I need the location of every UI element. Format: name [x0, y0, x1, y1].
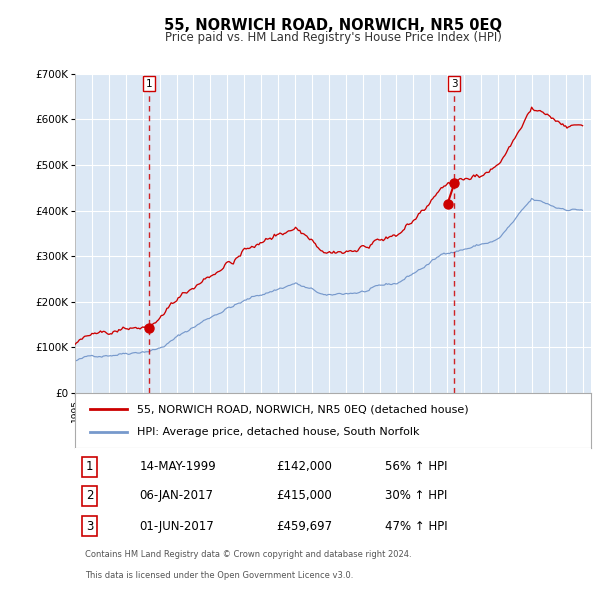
Text: 2: 2 [86, 489, 93, 502]
Text: 55, NORWICH ROAD, NORWICH, NR5 0EQ: 55, NORWICH ROAD, NORWICH, NR5 0EQ [164, 18, 502, 32]
Text: 1: 1 [86, 460, 93, 473]
Text: Price paid vs. HM Land Registry's House Price Index (HPI): Price paid vs. HM Land Registry's House … [164, 31, 502, 44]
Text: 3: 3 [86, 520, 93, 533]
Text: £415,000: £415,000 [276, 489, 332, 502]
Text: 06-JAN-2017: 06-JAN-2017 [139, 489, 214, 502]
Text: 55, NORWICH ROAD, NORWICH, NR5 0EQ (detached house): 55, NORWICH ROAD, NORWICH, NR5 0EQ (deta… [137, 404, 469, 414]
Text: 3: 3 [451, 78, 458, 88]
Text: HPI: Average price, detached house, South Norfolk: HPI: Average price, detached house, Sout… [137, 427, 419, 437]
Text: 1: 1 [146, 78, 152, 88]
Text: This data is licensed under the Open Government Licence v3.0.: This data is licensed under the Open Gov… [85, 571, 353, 581]
Text: 14-MAY-1999: 14-MAY-1999 [139, 460, 216, 473]
Text: Contains HM Land Registry data © Crown copyright and database right 2024.: Contains HM Land Registry data © Crown c… [85, 550, 412, 559]
Text: 01-JUN-2017: 01-JUN-2017 [139, 520, 214, 533]
Text: 56% ↑ HPI: 56% ↑ HPI [385, 460, 447, 473]
Text: 47% ↑ HPI: 47% ↑ HPI [385, 520, 447, 533]
Text: £142,000: £142,000 [276, 460, 332, 473]
Text: 30% ↑ HPI: 30% ↑ HPI [385, 489, 447, 502]
Text: £459,697: £459,697 [276, 520, 332, 533]
